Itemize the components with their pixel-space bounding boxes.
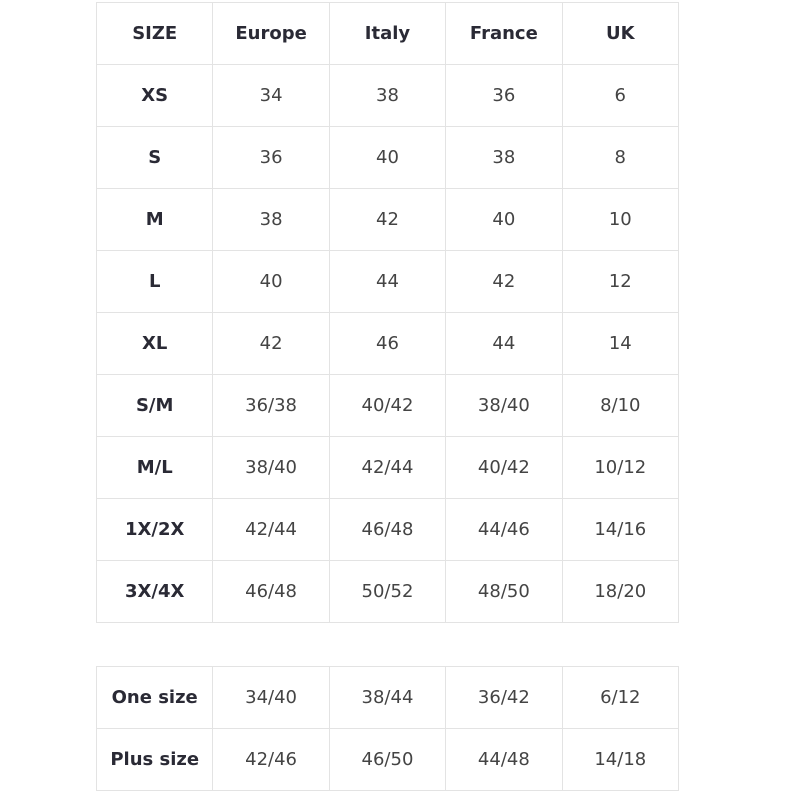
table-row: S 36 40 38 8 bbox=[95, 126, 680, 189]
size-label: S/M bbox=[95, 374, 214, 437]
size-value: 38 bbox=[212, 188, 330, 251]
size-label: 1X/2X bbox=[95, 498, 214, 561]
size-value: 40/42 bbox=[328, 374, 447, 437]
column-header: Europe bbox=[212, 2, 330, 65]
size-label: L bbox=[95, 250, 214, 313]
table-row: One size 34/40 38/44 36/42 6/12 bbox=[95, 666, 680, 729]
size-label: Plus size bbox=[95, 728, 214, 791]
table-row: M 38 42 40 10 bbox=[95, 188, 680, 251]
table-row: S/M 36/38 40/42 38/40 8/10 bbox=[95, 374, 680, 437]
size-value: 38/44 bbox=[328, 666, 447, 729]
size-value: 34 bbox=[212, 64, 330, 127]
size-value: 14/16 bbox=[561, 498, 680, 561]
size-value: 40 bbox=[212, 250, 330, 313]
table-row: 3X/4X 46/48 50/52 48/50 18/20 bbox=[95, 560, 680, 623]
size-value: 46/50 bbox=[328, 728, 447, 791]
header-row: SIZE Europe Italy France UK bbox=[95, 2, 680, 65]
size-value: 44 bbox=[445, 312, 563, 375]
size-label: XS bbox=[95, 64, 214, 127]
column-header: SIZE bbox=[95, 2, 214, 65]
size-value: 38 bbox=[328, 64, 447, 127]
column-header: Italy bbox=[328, 2, 447, 65]
size-value: 36/42 bbox=[445, 666, 563, 729]
size-value: 42 bbox=[212, 312, 330, 375]
size-value: 42/46 bbox=[212, 728, 330, 791]
size-value: 34/40 bbox=[212, 666, 330, 729]
size-value: 40/42 bbox=[445, 436, 563, 499]
table-row: M/L 38/40 42/44 40/42 10/12 bbox=[95, 436, 680, 499]
table-row: XS 34 38 36 6 bbox=[95, 64, 680, 127]
size-value: 44/48 bbox=[445, 728, 563, 791]
size-value: 36 bbox=[445, 64, 563, 127]
size-value: 10/12 bbox=[561, 436, 680, 499]
table-row: 1X/2X 42/44 46/48 44/46 14/16 bbox=[95, 498, 680, 561]
size-value: 10 bbox=[561, 188, 680, 251]
size-value: 42/44 bbox=[212, 498, 330, 561]
size-value: 38 bbox=[445, 126, 563, 189]
size-value: 18/20 bbox=[561, 560, 680, 623]
size-value: 46/48 bbox=[212, 560, 330, 623]
size-value: 12 bbox=[561, 250, 680, 313]
one-plus-size-table: One size 34/40 38/44 36/42 6/12 Plus size 42/4… bbox=[95, 666, 680, 791]
table-row: Plus size 42/46 46/50 44/48 14/18 bbox=[95, 728, 680, 791]
size-value: 36 bbox=[212, 126, 330, 189]
size-label: M bbox=[95, 188, 214, 251]
size-value: 14/18 bbox=[561, 728, 680, 791]
table-row: L 40 44 42 12 bbox=[95, 250, 680, 313]
size-label: 3X/4X bbox=[95, 560, 214, 623]
table-row: XL 42 46 44 14 bbox=[95, 312, 680, 375]
size-value: 50/52 bbox=[328, 560, 447, 623]
size-value: 42/44 bbox=[328, 436, 447, 499]
size-value: 38/40 bbox=[445, 374, 563, 437]
size-value: 46 bbox=[328, 312, 447, 375]
size-value: 36/38 bbox=[212, 374, 330, 437]
size-value: 46/48 bbox=[328, 498, 447, 561]
column-header: France bbox=[445, 2, 563, 65]
size-value: 42 bbox=[445, 250, 563, 313]
size-label: M/L bbox=[95, 436, 214, 499]
size-value: 6 bbox=[561, 64, 680, 127]
size-value: 44/46 bbox=[445, 498, 563, 561]
size-value: 8/10 bbox=[561, 374, 680, 437]
size-value: 44 bbox=[328, 250, 447, 313]
size-label: XL bbox=[95, 312, 214, 375]
size-value: 8 bbox=[561, 126, 680, 189]
size-chart-table: SIZE Europe Italy France UK XS 34 38 36 6 S 36 40 38… bbox=[95, 2, 680, 623]
size-value: 42 bbox=[328, 188, 447, 251]
size-value: 6/12 bbox=[561, 666, 680, 729]
size-value: 48/50 bbox=[445, 560, 563, 623]
size-value: 14 bbox=[561, 312, 680, 375]
size-label: S bbox=[95, 126, 214, 189]
column-header: UK bbox=[561, 2, 680, 65]
size-value: 38/40 bbox=[212, 436, 330, 499]
size-value: 40 bbox=[328, 126, 447, 189]
size-label: One size bbox=[95, 666, 214, 729]
size-value: 40 bbox=[445, 188, 563, 251]
